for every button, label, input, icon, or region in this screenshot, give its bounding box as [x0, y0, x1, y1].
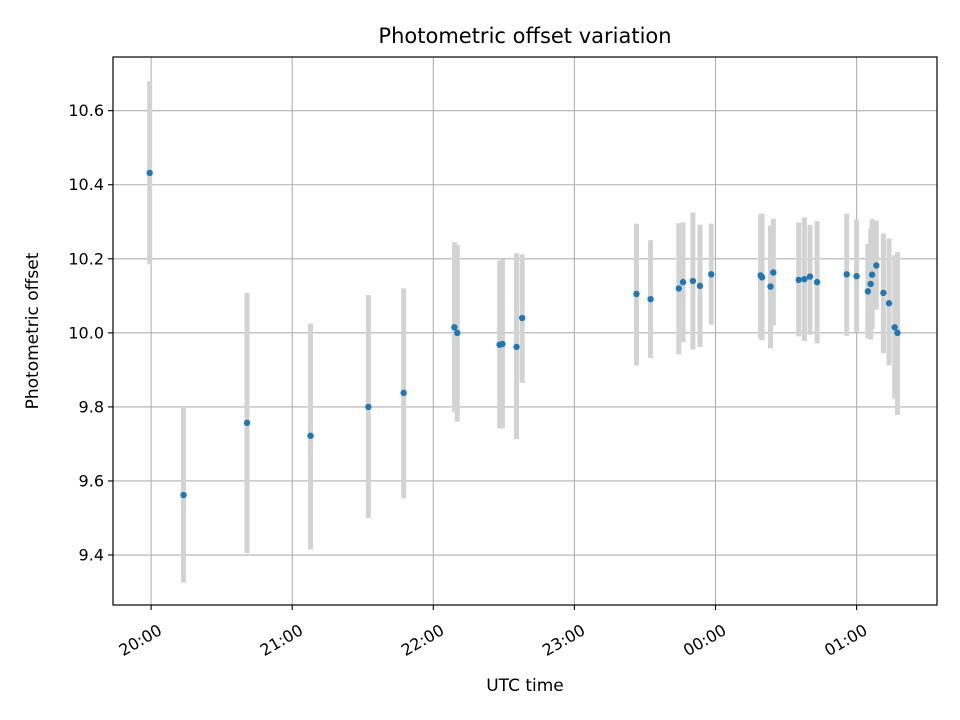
data-point [518, 314, 526, 322]
data-point [454, 329, 461, 337]
data-point [647, 295, 654, 303]
data-point [813, 278, 821, 286]
data-point [880, 289, 887, 297]
data-points [146, 169, 901, 499]
data-point [243, 419, 251, 427]
data-point [146, 169, 153, 177]
data-point [365, 403, 372, 411]
y-tick-label: 10.6 [68, 101, 104, 120]
data-point [400, 389, 407, 397]
x-axis-title: UTC time [486, 676, 564, 696]
data-point [806, 273, 814, 280]
y-axis-title: Photometric offset [23, 252, 43, 409]
data-point [891, 324, 898, 331]
y-tick-label: 9.4 [79, 546, 104, 565]
data-point [843, 271, 850, 278]
data-point [499, 340, 506, 348]
data-point [873, 262, 880, 269]
data-point [696, 282, 704, 290]
data-point [795, 276, 802, 284]
y-tick-label: 9.8 [79, 397, 104, 416]
data-point [767, 283, 774, 290]
data-point [770, 269, 777, 276]
data-point [885, 300, 893, 307]
data-point [758, 274, 766, 281]
data-point [864, 288, 872, 295]
data-point [867, 280, 874, 288]
data-point [868, 271, 876, 278]
data-point [675, 285, 682, 292]
data-point [801, 275, 808, 283]
chart-title: Photometric offset variation [378, 24, 671, 48]
y-tick-label: 10.0 [68, 323, 104, 342]
data-point [451, 324, 458, 331]
plot-frame [112, 56, 938, 606]
data-point [708, 271, 715, 278]
data-point [853, 273, 860, 280]
data-point [180, 491, 187, 499]
data-point [894, 329, 901, 337]
data-point [513, 343, 520, 351]
data-point [689, 277, 697, 285]
y-tick-label: 10.4 [68, 175, 104, 194]
y-tick-label: 9.6 [79, 471, 104, 490]
y-tick-label: 10.2 [68, 249, 104, 268]
data-point [679, 278, 687, 286]
data-point [633, 290, 640, 298]
data-point [307, 432, 314, 439]
